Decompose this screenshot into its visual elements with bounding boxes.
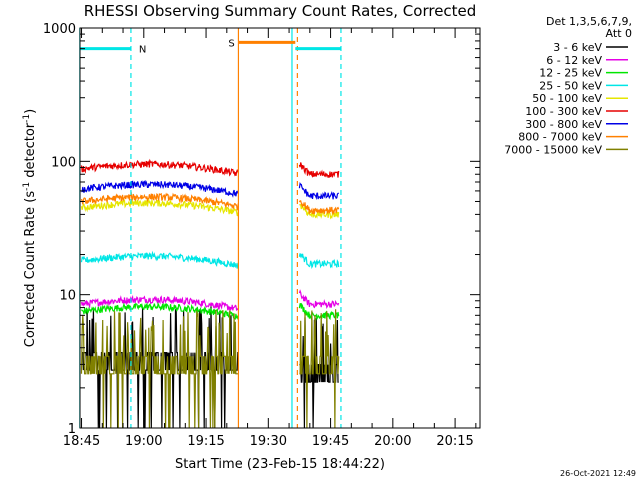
series-line [298,302,340,321]
series-line [298,253,340,269]
y-axis: 1 10 100 1000 [43,22,480,437]
series-line [80,191,239,211]
interval-label: N [139,45,146,56]
plot-area: NS [79,27,481,429]
series-line [298,162,340,178]
legend-header: Att 0 [606,27,632,40]
series-line [80,309,239,429]
legend-entry: 25 - 50 keV [539,79,602,92]
series-line [80,250,239,269]
plot-frame [79,27,481,429]
series-line [299,309,340,429]
x-tick-label: 20:00 [374,434,411,449]
x-tick-label: 19:00 [125,434,162,449]
series-line [81,179,239,198]
y-axis-label-part: Corrected Count Rate (s [23,191,38,348]
x-axis: 18:45 19:00 19:15 19:30 19:45 20:00 20:15 [63,28,477,449]
y-axis-label-sup: -1 [22,114,32,123]
series-line [80,198,239,217]
legend-entry: 800 - 7000 keV [518,131,602,144]
series-line [298,289,340,310]
chart-title: RHESSI Observing Summary Count Rates, Co… [84,2,477,20]
legend-entry: 50 - 100 keV [532,92,602,105]
series-line [298,181,340,201]
legend-entry: 3 - 6 keV [553,41,602,54]
footer-timestamp: 26-Oct-2021 12:49 [560,469,636,478]
series-line [298,200,340,216]
legend-entry: 6 - 12 keV [546,54,602,67]
y-tick-label: 10 [59,289,76,304]
legend-entry: 7000 - 15000 keV [504,143,602,156]
y-axis-label-part: detector [23,122,38,182]
y-axis-label-sup: -1 [22,182,32,191]
y-tick-label: 1 [68,422,76,437]
legend-entry: 12 - 25 keV [539,67,602,80]
x-tick-label: 18:45 [63,434,100,449]
series-line [81,301,239,320]
x-tick-label: 19:15 [187,434,224,449]
series-line [80,294,239,312]
legend-header: Det 1,3,5,6,7,9, [546,15,632,28]
series-line [80,158,239,177]
legend-entry: 100 - 300 keV [525,105,602,118]
x-tick-label: 19:45 [312,434,349,449]
series-line [299,203,340,220]
x-axis-label: Start Time (23-Feb-15 18:44:22) [175,457,385,472]
x-tick-label: 20:15 [436,434,473,449]
y-tick-label: 1000 [43,22,76,37]
y-axis-label: Corrected Count Rate (s-1 detector-1) [22,109,38,347]
y-axis-label-part: ) [23,109,38,114]
interval-label: S [228,38,234,49]
y-tick-label: 100 [51,155,76,170]
x-tick-label: 19:30 [250,434,287,449]
legend-entry: 300 - 800 keV [525,118,602,131]
